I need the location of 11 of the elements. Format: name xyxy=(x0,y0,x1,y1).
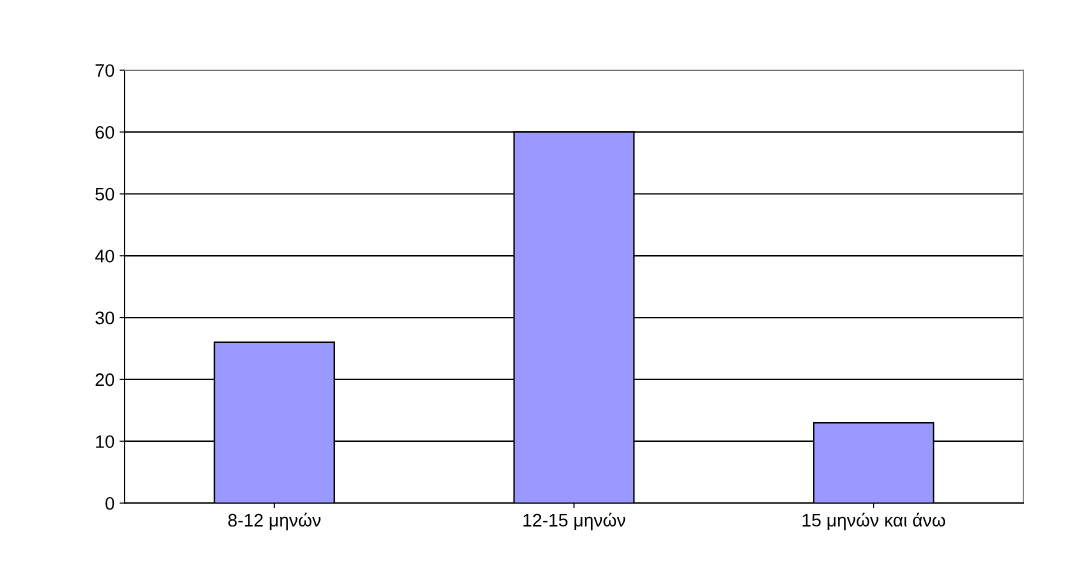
x-tick-label: 8-12 μηνών xyxy=(228,512,321,531)
y-tick-label: 70 xyxy=(95,64,115,77)
y-tick-label: 60 xyxy=(95,125,115,139)
x-tick-label: 12-15 μηνών xyxy=(523,512,626,531)
y-tick-label: 50 xyxy=(95,187,115,201)
y-tick-label: 10 xyxy=(96,435,115,448)
y-tick-label: 30 xyxy=(95,311,115,325)
y-tick-label: 20 xyxy=(95,373,115,387)
x-tick-label: 15 μηνών και άνω xyxy=(802,512,946,531)
y-tick-label: 0 xyxy=(105,497,115,510)
y-tick-label: 40 xyxy=(95,249,115,263)
